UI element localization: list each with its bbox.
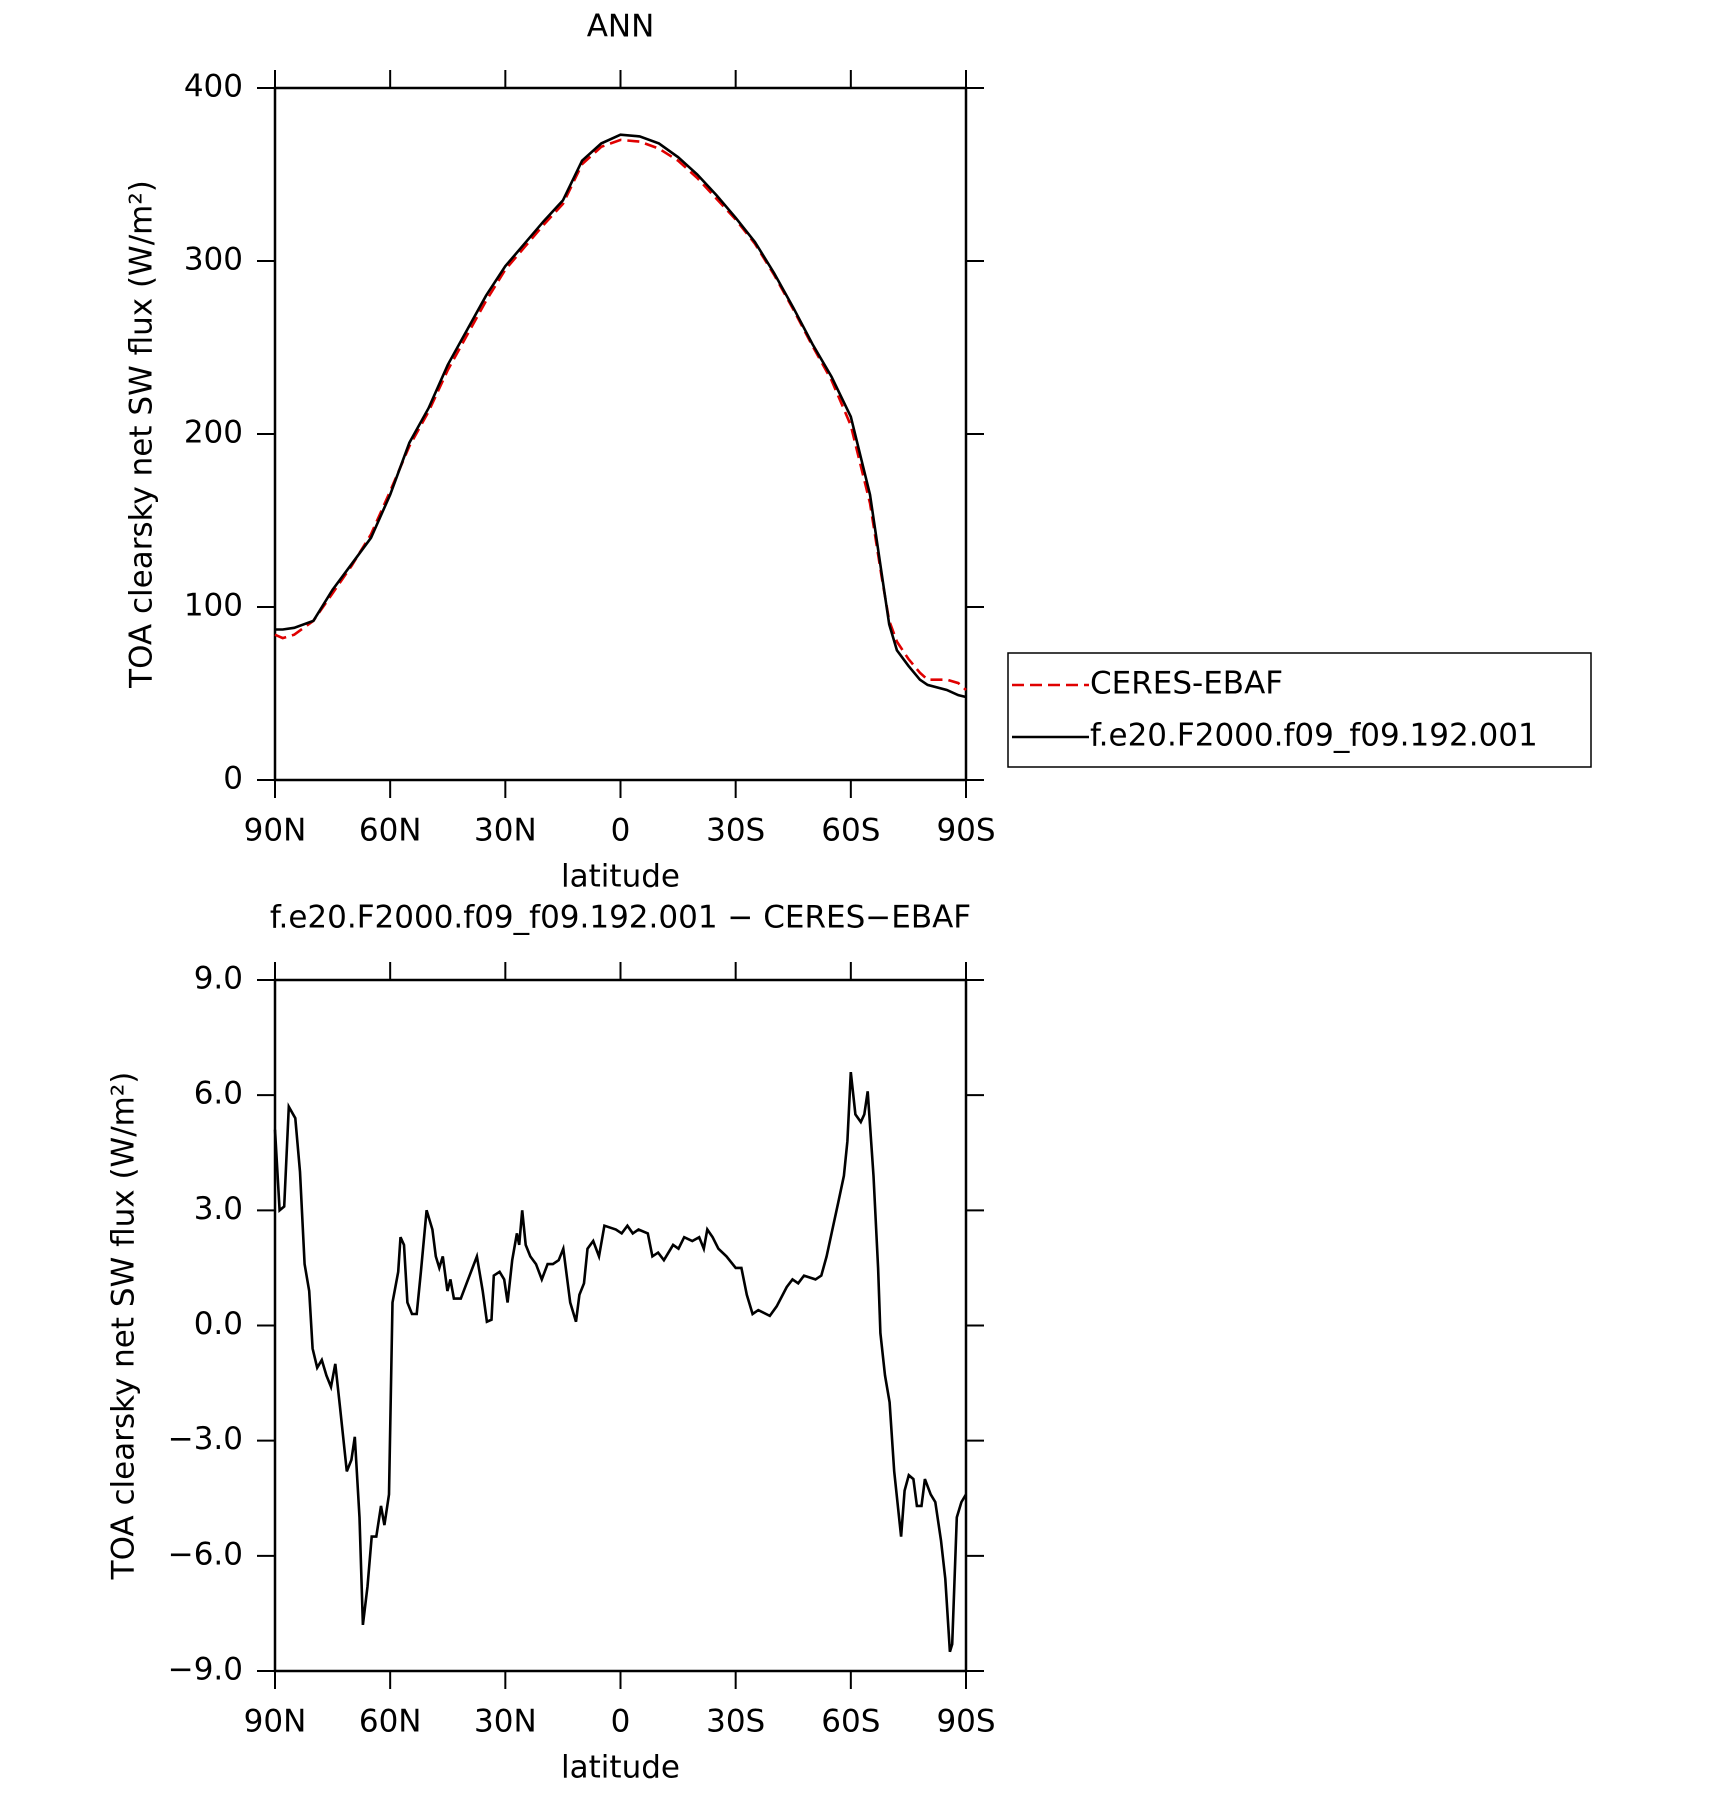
y-tick-label: 100 (184, 588, 243, 624)
y-tick-label: −9.0 (168, 1652, 243, 1688)
y-tick-label: 400 (184, 69, 243, 105)
y-tick-label: 0 (223, 761, 243, 797)
y-tick-label: −6.0 (168, 1536, 243, 1572)
x-tick-label: 0 (611, 813, 631, 849)
axes (257, 70, 984, 798)
x-tick-label: 30N (474, 813, 537, 849)
chart-title: f.e20.F2000.f09_f09.192.001 − CERES−EBAF (270, 900, 971, 936)
data-line (273, 1071, 968, 1653)
x-axis-label: latitude (561, 1750, 680, 1786)
legend-label: CERES-EBAF (1090, 666, 1283, 702)
y-tick-label: −3.0 (168, 1421, 243, 1457)
x-tick-label: 90N (244, 1704, 307, 1740)
x-tick-label: 30N (474, 1704, 537, 1740)
y-tick-label: 3.0 (194, 1191, 243, 1227)
data-line (274, 138, 967, 691)
y-tick-label: 200 (184, 415, 243, 451)
y-tick-label: 0.0 (194, 1306, 243, 1342)
x-tick-label: 90S (936, 813, 995, 849)
chart-title: ANN (587, 9, 655, 45)
legend-label: f.e20.F2000.f09_f09.192.001 (1090, 718, 1538, 754)
y-tick-label: 9.0 (194, 961, 243, 997)
x-tick-label: 90N (244, 813, 307, 849)
x-axis-label: latitude (561, 859, 680, 895)
plot-frame (273, 978, 968, 1673)
x-tick-label: 60S (821, 813, 880, 849)
plot-frame (273, 86, 968, 782)
x-tick-label: 60S (821, 1704, 880, 1740)
y-axis-label: TOA clearsky net SW flux (W/m²) (124, 180, 160, 689)
x-tick-label: 30S (706, 1704, 765, 1740)
x-tick-label: 90S (936, 1704, 995, 1740)
x-tick-label: 60N (359, 1704, 422, 1740)
y-axis-label: TOA clearsky net SW flux (W/m²) (106, 1072, 142, 1581)
data-line (275, 133, 967, 699)
legend-box (1007, 652, 1592, 768)
x-tick-label: 0 (611, 1704, 631, 1740)
x-tick-label: 30S (706, 813, 765, 849)
y-tick-label: 6.0 (194, 1076, 243, 1112)
y-tick-label: 300 (184, 242, 243, 278)
x-tick-label: 60N (359, 813, 422, 849)
axes (257, 962, 984, 1689)
